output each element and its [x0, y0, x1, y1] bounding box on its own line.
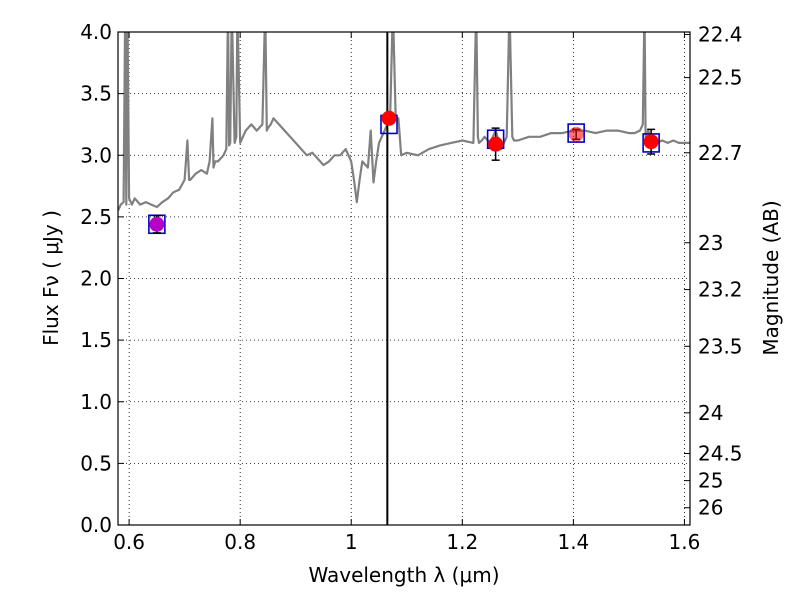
observed-point	[381, 110, 397, 126]
right-tick-label: 24	[698, 401, 723, 425]
y-tick-label: 0.5	[80, 451, 112, 475]
observed-point	[149, 216, 165, 232]
right-tick-label: 23	[698, 231, 723, 255]
x-tick-label: 1	[345, 530, 358, 554]
right-tick-label: 23.5	[698, 334, 743, 358]
grid-layer	[118, 31, 690, 526]
x-tick-label: 0.6	[113, 530, 145, 554]
data-layer	[118, 32, 690, 525]
right-axis-label: Magnitude (AB)	[759, 200, 783, 355]
y-tick-label: 1.5	[80, 328, 112, 352]
spectrum-line	[118, 32, 690, 212]
right-tick-label: 26	[698, 496, 723, 520]
y-tick-label: 3.0	[80, 143, 112, 167]
right-tick-label: 23.2	[698, 278, 743, 302]
tick-layer: 0.6 0.8 1 1.2 1.4 1.6 0.0 0.5 1.0 1.5 2.0 2.5 3.0 3.5…	[80, 20, 742, 554]
model-photometry-square	[567, 123, 585, 143]
y-tick-label: 2.5	[80, 205, 112, 229]
right-tick-label: 25	[698, 469, 723, 493]
observed-point	[488, 136, 504, 152]
x-axis-label: Wavelength λ (μm)	[308, 563, 499, 587]
x-tick-label: 1.4	[557, 530, 589, 554]
right-tick-label: 24.5	[698, 442, 743, 466]
right-tick-label: 22.5	[698, 66, 743, 90]
right-tick-label: 22.7	[698, 141, 743, 165]
observed-point	[568, 126, 584, 142]
x-tick-label: 0.8	[224, 530, 256, 554]
y-tick-label: 0.0	[80, 513, 112, 537]
y-tick-label: 2.0	[80, 267, 112, 291]
x-tick-label: 1.2	[446, 530, 478, 554]
marker-layer	[148, 110, 660, 235]
y-tick-label: 1.0	[80, 390, 112, 414]
right-tick-label: 22.4	[698, 22, 743, 46]
observed-point	[643, 134, 659, 150]
x-tick-label: 1.6	[669, 530, 701, 554]
plot-frame	[117, 31, 691, 526]
y-axis-label: Flux Fν ( μJy )	[39, 210, 63, 346]
y-tick-label: 4.0	[80, 20, 112, 44]
y-tick-label: 3.5	[80, 82, 112, 106]
